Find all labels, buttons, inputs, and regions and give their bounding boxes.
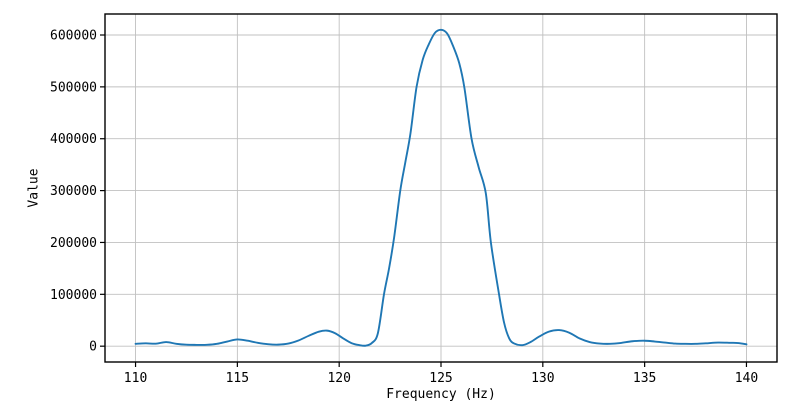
y-tick-label: 0 [89,340,97,355]
y-axis-label: Value [26,168,42,208]
x-tick-label: 130 [531,371,554,386]
x-tick-label: 110 [124,371,147,386]
x-axis-label: Frequency (Hz) [386,387,496,402]
y-tick-label: 500000 [50,80,97,95]
data-line [134,28,748,347]
y-tick-label: 300000 [50,184,97,199]
x-tick-label: 115 [226,371,249,386]
y-tick-label: 400000 [50,132,97,147]
y-tick-label: 200000 [50,236,97,251]
x-tick-label: 140 [735,371,758,386]
y-tick-label: 600000 [50,29,97,44]
x-tick-label: 125 [429,371,452,386]
y-tick-label: 100000 [50,288,97,303]
x-tick-label: 135 [633,371,656,386]
x-tick-label: 120 [327,371,350,386]
